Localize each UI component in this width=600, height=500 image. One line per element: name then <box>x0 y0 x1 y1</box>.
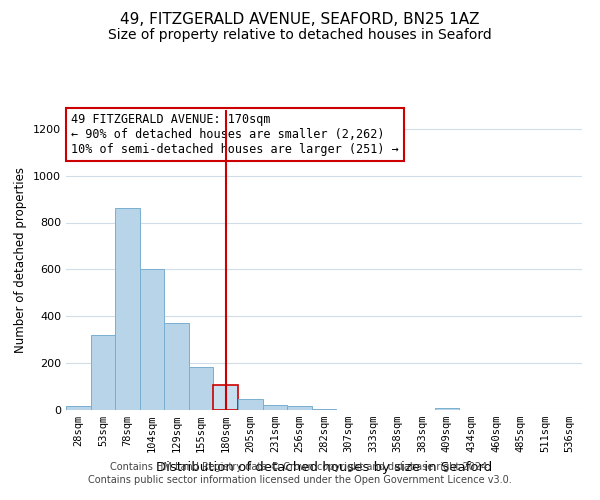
Bar <box>66 406 91 410</box>
Bar <box>287 406 312 410</box>
Text: 49, FITZGERALD AVENUE, SEAFORD, BN25 1AZ: 49, FITZGERALD AVENUE, SEAFORD, BN25 1AZ <box>120 12 480 28</box>
Bar <box>434 408 459 410</box>
Y-axis label: Number of detached properties: Number of detached properties <box>14 167 28 353</box>
Bar <box>91 335 115 410</box>
Bar <box>164 324 189 410</box>
Bar <box>238 399 263 410</box>
Text: Contains public sector information licensed under the Open Government Licence v3: Contains public sector information licen… <box>88 475 512 485</box>
Bar <box>189 366 214 410</box>
Text: Size of property relative to detached houses in Seaford: Size of property relative to detached ho… <box>108 28 492 42</box>
Bar <box>263 406 287 410</box>
Bar <box>214 386 238 410</box>
X-axis label: Distribution of detached houses by size in Seaford: Distribution of detached houses by size … <box>156 460 492 473</box>
Text: Contains HM Land Registry data © Crown copyright and database right 2024.: Contains HM Land Registry data © Crown c… <box>110 462 490 472</box>
Text: 49 FITZGERALD AVENUE: 170sqm
← 90% of detached houses are smaller (2,262)
10% of: 49 FITZGERALD AVENUE: 170sqm ← 90% of de… <box>71 113 399 156</box>
Bar <box>115 208 140 410</box>
Bar <box>140 270 164 410</box>
